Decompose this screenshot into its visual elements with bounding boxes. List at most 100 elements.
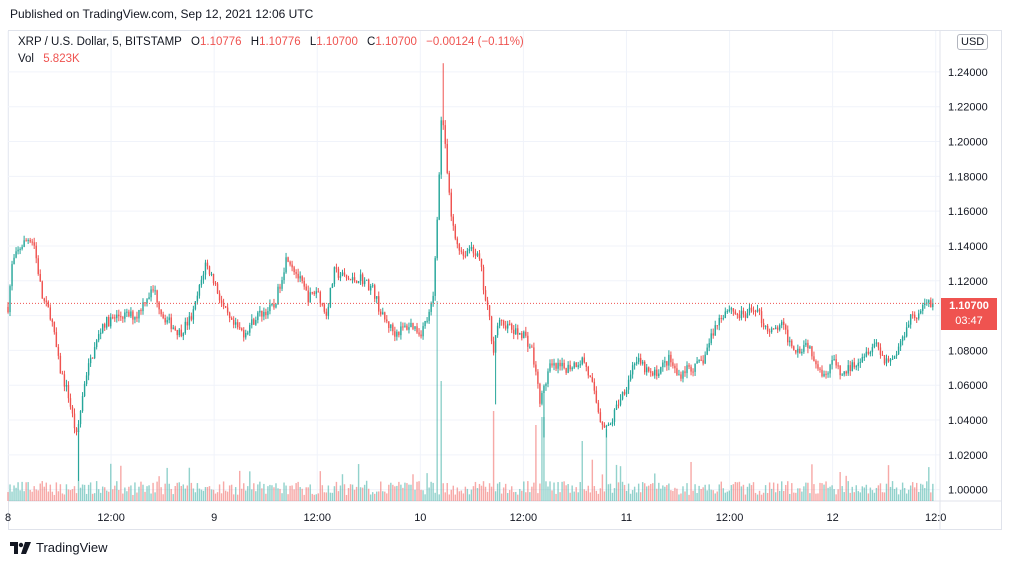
volume-bar <box>124 487 126 501</box>
candle-body <box>305 286 307 291</box>
volume-bar <box>809 493 811 501</box>
volume-bar <box>130 485 132 501</box>
volume-label[interactable]: Vol <box>18 53 34 65</box>
volume-bar <box>257 484 259 501</box>
candle-body <box>426 320 428 322</box>
candle-body <box>690 366 692 372</box>
candle-body <box>726 311 729 313</box>
candle-body <box>891 358 894 360</box>
volume-bar <box>885 483 888 501</box>
volume-bar <box>803 486 805 501</box>
candle-body <box>631 365 634 375</box>
volume-bar <box>648 485 650 501</box>
volume-bar <box>764 485 767 501</box>
candle-body <box>71 406 74 414</box>
candle-body <box>436 219 438 259</box>
volume-bar <box>607 484 610 501</box>
candle-body <box>535 364 537 372</box>
volume-bar <box>730 485 733 501</box>
candle-body <box>448 172 450 193</box>
volume-bar <box>136 492 138 501</box>
volume-bar <box>222 481 225 501</box>
candle-body <box>740 310 743 319</box>
volume-bar <box>323 492 326 501</box>
currency-button[interactable]: USD <box>957 34 989 50</box>
volume-bar <box>658 482 660 501</box>
candle-body <box>918 313 920 319</box>
candle-body <box>922 304 924 311</box>
volume-bar <box>349 484 352 501</box>
candle-body <box>265 311 267 316</box>
volume-bar <box>394 486 396 501</box>
volume-bar <box>625 490 628 501</box>
volume-bar <box>670 490 672 501</box>
volume-bar <box>835 494 837 501</box>
volume-bar <box>460 490 463 501</box>
volume-bar <box>756 494 759 501</box>
volume-bars <box>7 301 934 501</box>
volume-bar <box>420 489 422 501</box>
candle-body <box>216 283 219 294</box>
symbol-label[interactable]: XRP / U.S. Dollar, 5, BITSTAMP <box>18 36 182 48</box>
close-value: 1.10700 <box>375 36 417 48</box>
volume-bar <box>883 492 886 501</box>
candle-body <box>253 319 255 325</box>
volume-bar <box>692 490 694 501</box>
volume-bar <box>676 488 678 501</box>
volume-bar <box>783 491 785 501</box>
volume-bar <box>178 482 180 501</box>
volume-bar <box>601 474 604 501</box>
volume-bar <box>527 481 529 501</box>
volume-bar <box>517 494 519 501</box>
candle-body <box>617 404 620 406</box>
candle-body <box>728 309 731 312</box>
volume-bar <box>390 482 392 501</box>
candle-body <box>932 303 934 308</box>
candle-body <box>712 333 714 336</box>
candle-body <box>382 312 384 315</box>
candle-body <box>355 280 358 284</box>
candle-body <box>666 361 668 366</box>
candle-body <box>849 365 851 372</box>
volume-bar <box>402 487 404 501</box>
volume-bar <box>519 488 521 501</box>
candle-body <box>615 404 618 410</box>
candle-body <box>785 324 787 330</box>
candle-body <box>464 255 467 257</box>
candle-body <box>440 120 442 175</box>
volume-bar <box>357 464 360 501</box>
candle-body <box>132 311 134 320</box>
candle-body <box>458 244 461 251</box>
candle-body <box>913 314 916 319</box>
volume-bar <box>643 483 646 501</box>
candle-body <box>150 289 152 298</box>
volume-bar <box>196 483 199 501</box>
time-tick-label: 12 <box>827 512 839 524</box>
volume-bar <box>355 486 358 501</box>
candle-body <box>710 333 712 344</box>
candle-body <box>249 325 251 333</box>
candle-body <box>607 424 610 426</box>
candle-body <box>446 143 448 173</box>
candle-body <box>905 327 908 337</box>
candle-body <box>895 354 898 356</box>
volume-bar <box>498 482 501 501</box>
volume-bar <box>168 483 170 501</box>
candle-body <box>17 249 19 252</box>
volume-bar <box>575 487 577 501</box>
volume-bar <box>740 486 743 501</box>
volume-bar <box>928 467 930 501</box>
candle-body <box>462 251 465 256</box>
price-tick-label: 1.12000 <box>948 276 988 288</box>
candle-body <box>204 262 207 275</box>
volume-bar <box>61 493 64 501</box>
tradingview-footer[interactable]: TradingView <box>10 540 108 555</box>
candle-body <box>114 317 116 319</box>
volume-bar <box>95 481 98 501</box>
candle-body <box>126 311 128 313</box>
volume-bar <box>373 493 376 501</box>
volume-bar <box>502 487 505 501</box>
candle-body <box>867 351 870 354</box>
candle-body <box>639 357 642 364</box>
